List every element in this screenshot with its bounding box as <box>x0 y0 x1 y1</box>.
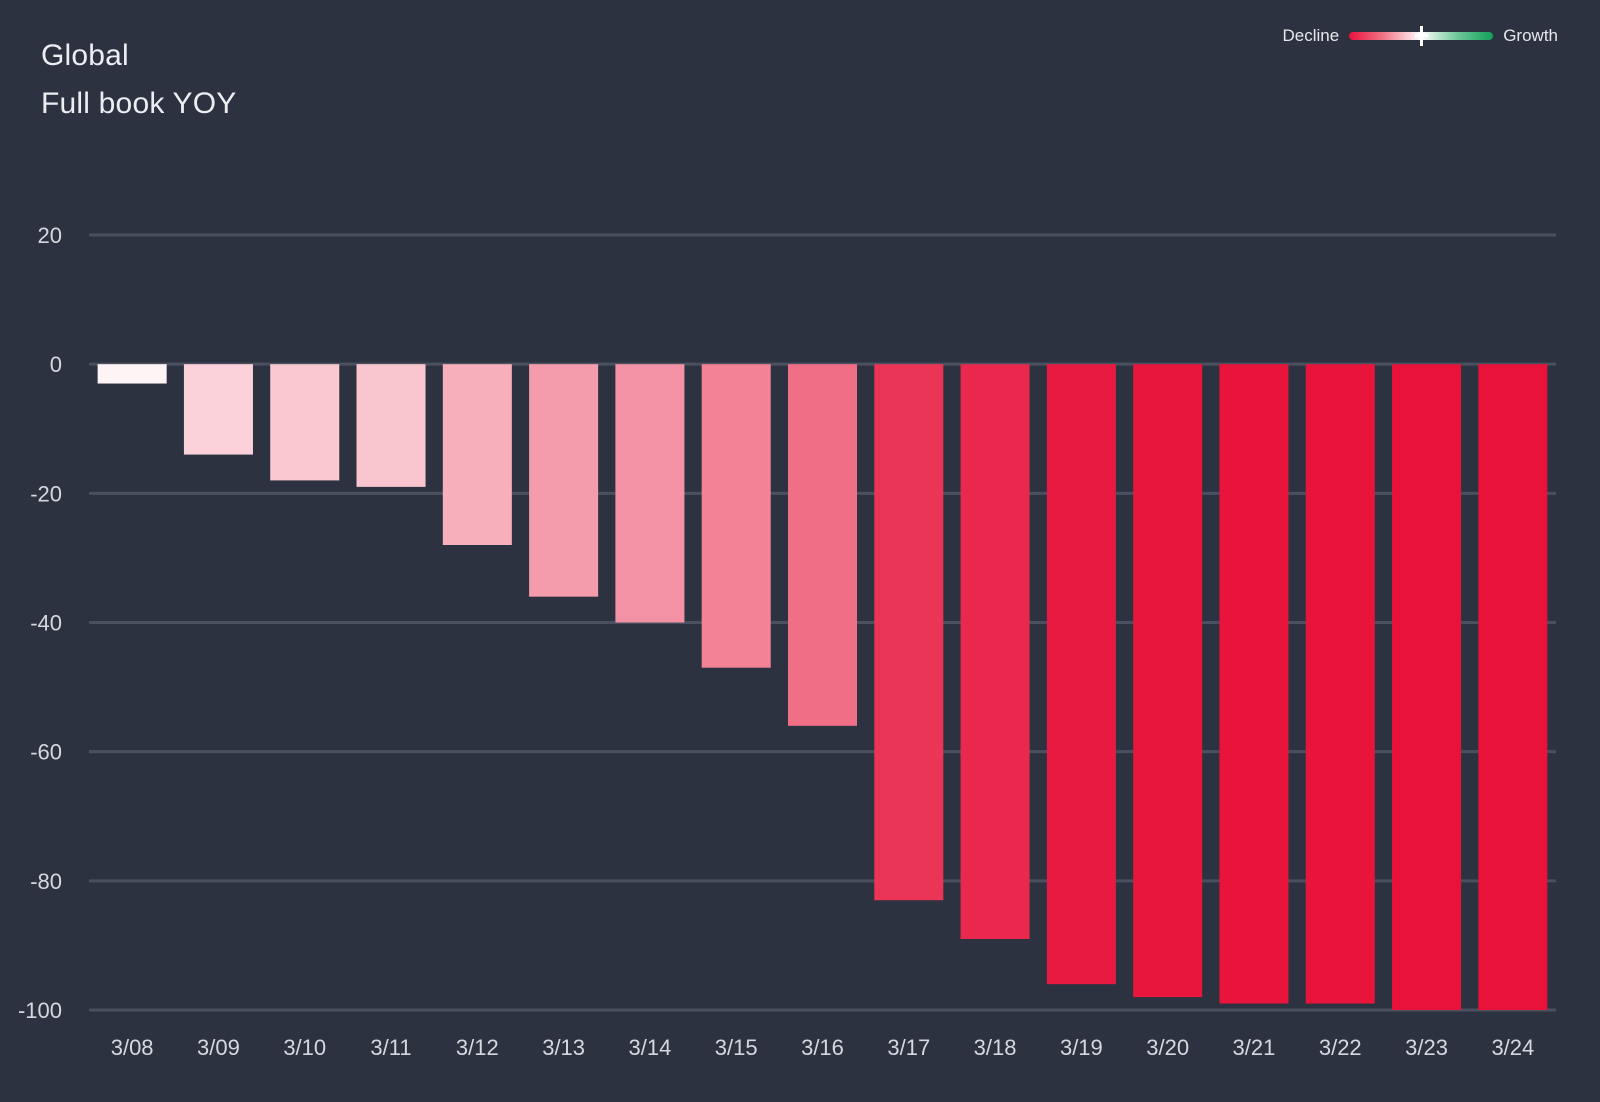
x-tick-label: 3/08 <box>111 1035 154 1060</box>
bar-3-10[interactable] <box>270 364 340 481</box>
bar-3-24[interactable] <box>1478 364 1548 1011</box>
bar-3-16[interactable] <box>787 364 858 726</box>
x-tick-label: 3/21 <box>1233 1035 1276 1060</box>
x-tick-label: 3/16 <box>801 1035 844 1060</box>
y-tick-label: -80 <box>30 869 62 894</box>
legend-gradient-bar <box>1349 26 1494 46</box>
bar-3-15[interactable] <box>701 364 771 668</box>
x-tick-label: 3/15 <box>715 1035 758 1060</box>
x-tick-label: 3/09 <box>197 1035 240 1060</box>
x-tick-label: 3/13 <box>542 1035 585 1060</box>
title-line-metric: Full book YOY <box>41 87 237 120</box>
bar-3-12[interactable] <box>442 364 512 545</box>
x-tick-label: 3/11 <box>370 1035 411 1060</box>
bar-3-23[interactable] <box>1392 364 1462 1011</box>
y-tick-label: -20 <box>30 481 62 506</box>
y-tick-label: -40 <box>30 611 62 636</box>
x-tick-label: 3/19 <box>1060 1035 1103 1060</box>
chart-title: Global Full book YOY <box>41 32 236 128</box>
y-tick-label: -100 <box>18 998 62 1023</box>
y-tick-label: -60 <box>30 740 62 765</box>
bar-3-20[interactable] <box>1133 364 1203 998</box>
x-tick-label: 3/17 <box>887 1035 930 1060</box>
bar-3-18[interactable] <box>960 364 1030 939</box>
bar-3-09[interactable] <box>183 364 253 455</box>
x-tick-label: 3/10 <box>283 1035 326 1060</box>
x-tick-label: 3/12 <box>456 1035 499 1060</box>
bar-3-19[interactable] <box>1046 364 1116 985</box>
y-tick-label: 0 <box>50 352 62 377</box>
x-tick-label: 3/22 <box>1319 1035 1362 1060</box>
x-tick-label: 3/18 <box>974 1035 1017 1060</box>
bar-3-13[interactable] <box>529 364 599 597</box>
bar-3-08[interactable] <box>97 364 167 384</box>
legend-growth-label: Growth <box>1503 26 1558 45</box>
bar-3-17[interactable] <box>874 364 944 901</box>
bar-3-11[interactable] <box>356 364 426 487</box>
legend-decline-label: Decline <box>1282 26 1340 45</box>
title-line-region: Global <box>41 39 129 72</box>
color-legend: Decline Growth <box>1282 26 1558 46</box>
bar-3-21[interactable] <box>1219 364 1289 1004</box>
y-tick-label: 20 <box>38 223 62 248</box>
x-tick-label: 3/24 <box>1491 1035 1534 1060</box>
x-tick-label: 3/23 <box>1405 1035 1448 1060</box>
bar-3-14[interactable] <box>615 364 685 623</box>
bar-3-22[interactable] <box>1305 364 1375 1004</box>
legend-neutral-marker <box>1414 26 1428 46</box>
x-tick-label: 3/20 <box>1146 1035 1189 1060</box>
x-tick-label: 3/14 <box>628 1035 671 1060</box>
